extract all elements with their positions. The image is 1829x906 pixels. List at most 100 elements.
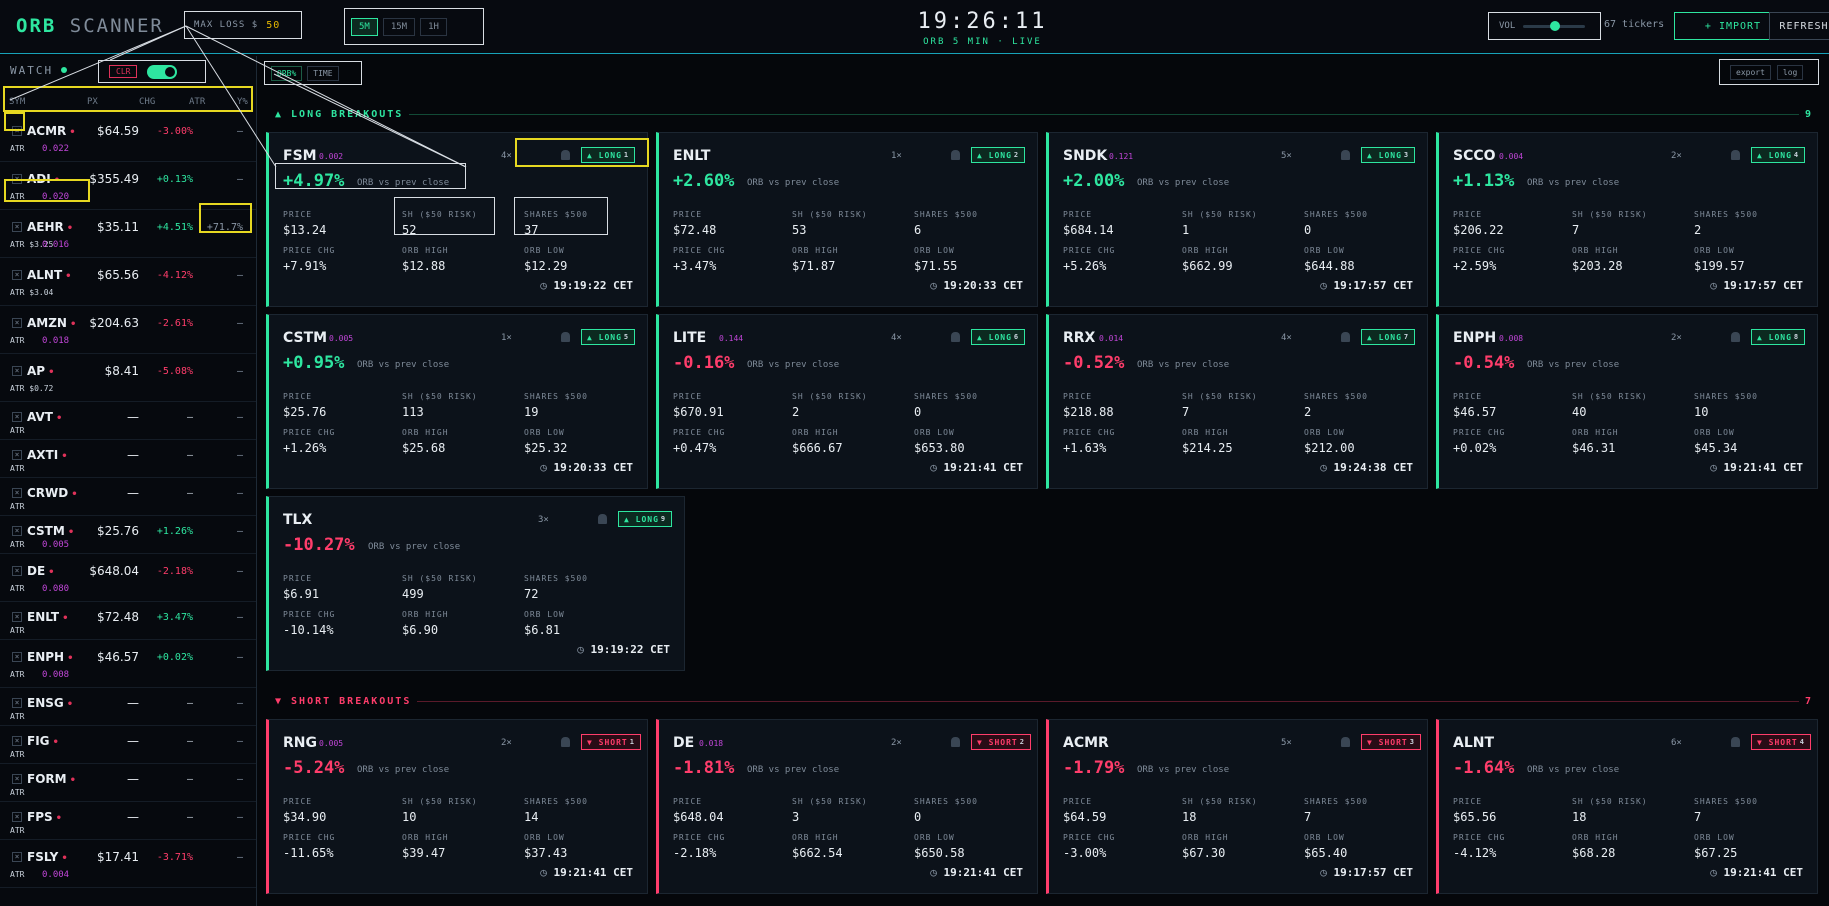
remove-icon[interactable]: × [12,526,22,536]
remove-icon[interactable]: × [12,612,22,622]
watch-controls: CLR [98,60,206,83]
card-atr: 0.002 [319,152,344,161]
bell-icon[interactable] [1341,332,1350,342]
max-loss-field[interactable]: MAX LOSS $ 50 [184,11,302,39]
long-breakout-card[interactable]: LITE 0.144 4× ▲ LONG 6 -0.16% ORB vs prev clos… [656,314,1038,489]
remove-icon[interactable]: × [12,736,22,746]
bell-icon[interactable] [951,150,960,160]
watch-row[interactable]: × CSTM $25.76 +1.26% – ATR 0.005 [0,516,256,554]
bell-icon[interactable] [561,150,570,160]
short-breakout-card[interactable]: DE 0.018 2× ▼ SHORT 2 -1.81% ORB vs prev close… [656,719,1038,894]
remove-icon[interactable]: × [12,852,22,862]
card-price-chg: +3.47% [673,259,717,273]
badge-label: ▲ LONG [977,332,1012,342]
remove-icon[interactable]: × [12,222,22,232]
timeframe-5m-button[interactable]: 5M [351,17,378,36]
watch-row[interactable]: × ALNT $65.56 -4.12% – ATR $3.04 [0,258,256,306]
short-breakout-card[interactable]: RNG 0.005 2× ▼ SHORT 1 -5.24% ORB vs prev clos… [266,719,648,894]
long-breakout-card[interactable]: CSTM 0.005 1× ▲ LONG 5 +0.95% ORB vs prev clos… [266,314,648,489]
remove-icon[interactable]: × [12,652,22,662]
bell-icon[interactable] [951,737,960,747]
timeframe-15m-button[interactable]: 15M [382,17,416,36]
watch-row[interactable]: × AEHR $35.11 +4.51% +71.7% ATR $3.250.016 [0,210,256,258]
timeframe-1h-button[interactable]: 1H [420,17,447,36]
slider-knob[interactable] [1550,20,1561,31]
sort-orb-button[interactable]: ORB% [271,65,303,81]
watch-row[interactable]: × FSLY $17.41 -3.71% – ATR 0.004 [0,840,256,888]
remove-icon[interactable]: × [12,812,22,822]
log-button[interactable]: log [1776,64,1804,80]
long-breakout-card[interactable]: SCCO 0.004 2× ▲ LONG 4 +1.13% ORB vs prev clos… [1436,132,1818,307]
watch-atr-label: ATR [10,626,25,635]
watch-row[interactable]: × AXTI — – – ATR [0,440,256,478]
bell-icon[interactable] [561,332,570,342]
watch-row[interactable]: × FORM — – – ATR [0,764,256,802]
remove-icon[interactable]: × [12,174,22,184]
watch-row[interactable]: × FPS — – – ATR [0,802,256,840]
export-button[interactable]: export [1730,64,1771,80]
watch-row[interactable]: × ENLT $72.48 +3.47% – ATR [0,602,256,640]
watch-change: -3.71% [156,852,193,863]
long-breakout-card[interactable]: ENLT 1× ▲ LONG 2 +2.60% ORB vs prev close PRIC… [656,132,1038,307]
remove-icon[interactable]: × [12,698,22,708]
remove-icon[interactable]: × [12,566,22,576]
watch-row[interactable]: × CRWD — – – ATR [0,478,256,516]
shares-label: SHARES $500 [1694,797,1758,806]
watch-row[interactable]: × ENPH $46.57 +0.02% – ATR 0.008 [0,640,256,688]
long-breakout-card[interactable]: FSM 0.002 4× ▲ LONG 1 +4.97% ORB vs prev close… [266,132,648,307]
remove-icon[interactable]: × [12,488,22,498]
bell-icon[interactable] [561,737,570,747]
watch-row[interactable]: × ENSG — – – ATR [0,688,256,726]
bell-icon[interactable] [1731,150,1740,160]
clear-button[interactable]: CLR [109,65,138,78]
sh-risk-label: SH ($50 RISK) [792,210,868,219]
bell-icon[interactable] [1731,332,1740,342]
watch-row[interactable]: × DE $648.04 -2.18% – ATR 0.080 [0,554,256,602]
short-breakout-card[interactable]: ALNT 6× ▼ SHORT 4 -1.64% ORB vs prev close PRI… [1436,719,1818,894]
sh-risk-label: SH ($50 RISK) [1182,210,1258,219]
bell-icon[interactable] [1341,737,1350,747]
remove-icon[interactable]: × [12,774,22,784]
watch-row[interactable]: × AP $8.41 -5.08% – ATR $0.72 [0,354,256,402]
watch-y-pct: – [236,318,243,329]
card-price-chg: +7.91% [283,259,327,273]
card-time: 19:21:41 CET [540,866,633,879]
bell-icon[interactable] [951,332,960,342]
long-breakout-card[interactable]: SNDK 0.121 5× ▲ LONG 3 +2.00% ORB vs prev clos… [1046,132,1428,307]
remove-icon[interactable]: × [12,366,22,376]
watch-price: $17.41 [97,850,139,864]
badge-rank: 3 [1409,738,1415,746]
bell-icon[interactable] [1341,150,1350,160]
badge-label: ▼ SHORT [1757,737,1798,747]
badge-rank: 3 [1403,151,1410,159]
price-chg-label: PRICE CHG [673,246,726,255]
long-breakout-card[interactable]: TLX 3× ▲ LONG 9 -10.27% ORB vs prev close PRIC… [266,496,685,671]
watch-row[interactable]: × AVT — – – ATR [0,402,256,440]
watch-row[interactable]: × AMZN $204.63 -2.61% – ATR 0.018 [0,306,256,354]
bell-icon[interactable] [598,514,607,524]
volume-slider[interactable] [1523,20,1586,31]
remove-icon[interactable]: × [12,412,22,422]
card-vs-label: ORB vs prev close [357,765,450,775]
bell-icon[interactable] [1731,737,1740,747]
long-breakout-card[interactable]: RRX 0.014 4× ▲ LONG 7 -0.52% ORB vs prev close… [1046,314,1428,489]
watch-row[interactable]: × ADI $355.49 +0.13% – ATR 0.020 [0,162,256,210]
remove-icon[interactable]: × [12,450,22,460]
watch-change: -4.12% [156,270,193,281]
long-breakout-card[interactable]: ENPH 0.008 2× ▲ LONG 8 -0.54% ORB vs prev clos… [1436,314,1818,489]
refresh-button[interactable]: REFRESH [1769,12,1829,40]
max-loss-value[interactable]: 50 [266,19,281,31]
watch-row[interactable]: × ACMR $64.59 -3.00% – ATR 0.022 [0,114,256,162]
watch-symbol: AEHR [27,220,73,234]
col-px: PX [87,97,98,107]
sort-time-button[interactable]: TIME [307,65,339,81]
watch-toggle[interactable] [147,64,178,79]
direction-badge: ▲ LONG 4 [1751,147,1806,163]
price-label: PRICE [1453,797,1483,806]
watch-row[interactable]: × FIG — – – ATR [0,726,256,764]
short-breakout-card[interactable]: ACMR 5× ▼ SHORT 3 -1.79% ORB vs prev close PRI… [1046,719,1428,894]
remove-icon[interactable]: × [12,126,22,136]
remove-icon[interactable]: × [12,270,22,280]
watch-change: -2.18% [156,566,193,577]
remove-icon[interactable]: × [12,318,22,328]
